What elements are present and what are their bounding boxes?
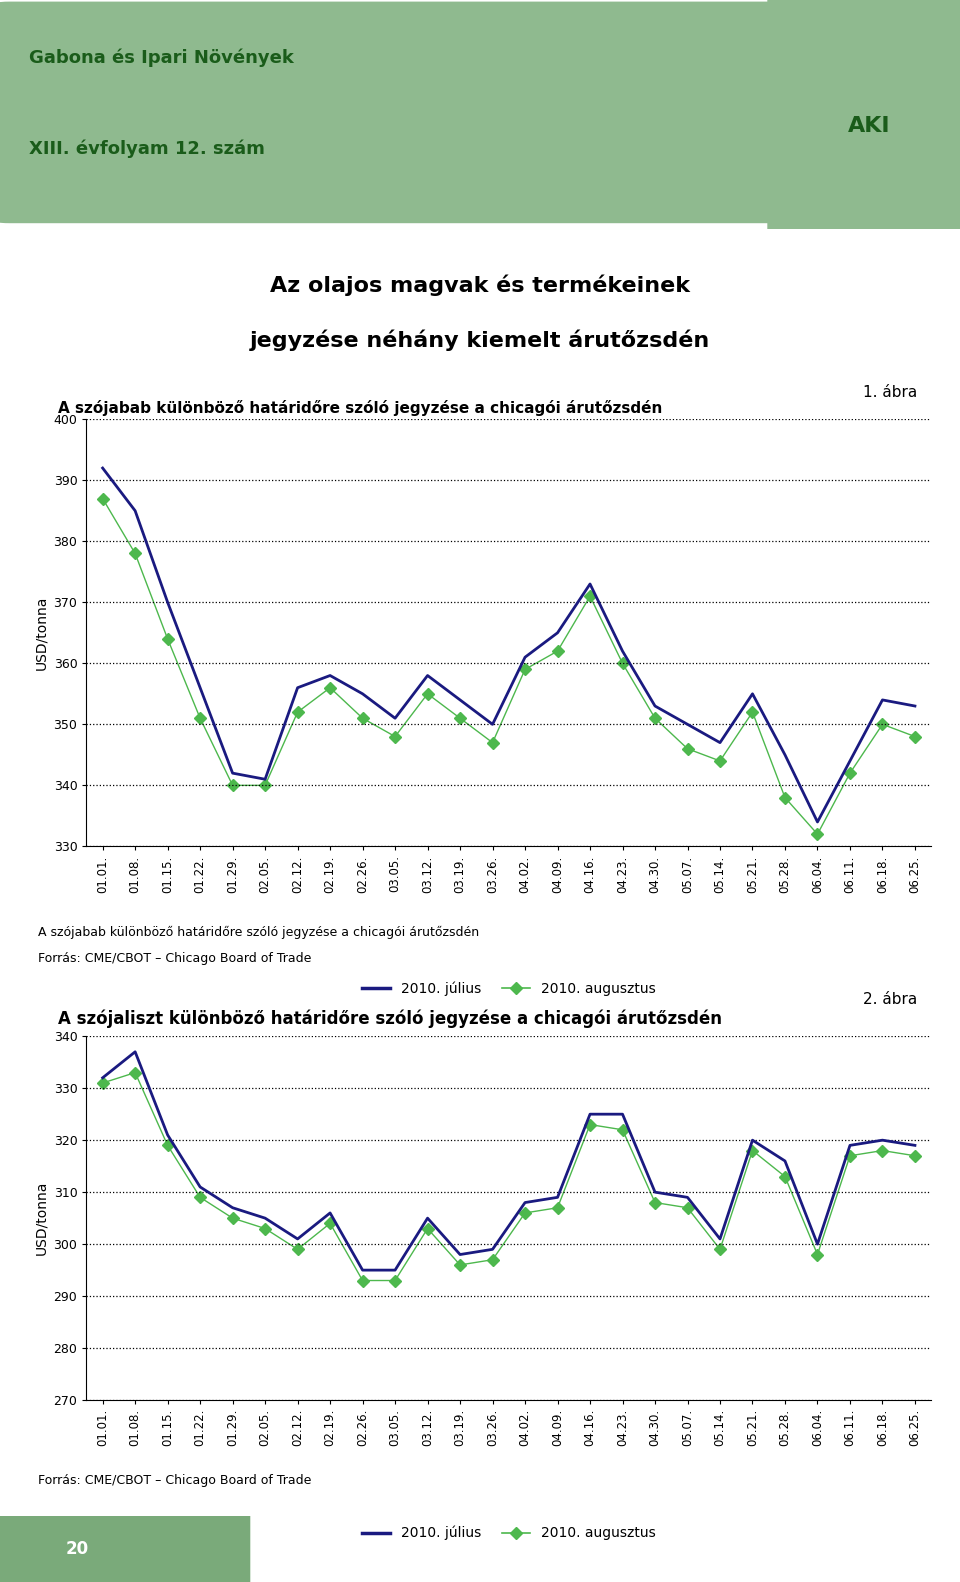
FancyBboxPatch shape <box>0 1516 250 1582</box>
Text: A szójaliszt különböző határidőre szóló jegyzése a chicagói árutőzsdén: A szójaliszt különböző határidőre szóló … <box>58 1009 722 1028</box>
Text: A szójabab különböző határidőre szóló jegyzése a chicagói árutőzsdén: A szójabab különböző határidőre szóló je… <box>58 400 662 416</box>
Legend: 2010. július, 2010. augusztus: 2010. július, 2010. augusztus <box>356 976 661 1001</box>
Y-axis label: USD/tonna: USD/tonna <box>34 1180 48 1256</box>
Text: Forrás: CME/CBOT – Chicago Board of Trade: Forrás: CME/CBOT – Chicago Board of Trad… <box>38 1474 312 1487</box>
Legend: 2010. július, 2010. augusztus: 2010. július, 2010. augusztus <box>356 1520 661 1546</box>
Text: 2. ábra: 2. ábra <box>862 992 917 1008</box>
Text: AKI: AKI <box>848 115 890 136</box>
Text: Forrás: CME/CBOT – Chicago Board of Trade: Forrás: CME/CBOT – Chicago Board of Trad… <box>38 952 312 965</box>
Text: XIII. évfolyam 12. szám: XIII. évfolyam 12. szám <box>29 139 265 158</box>
FancyBboxPatch shape <box>768 0 960 234</box>
Text: Az olajos magvak és termékeinek: Az olajos magvak és termékeinek <box>270 274 690 296</box>
Text: Gabona és Ipari Növények: Gabona és Ipari Növények <box>29 47 294 66</box>
Y-axis label: USD/tonna: USD/tonna <box>34 595 48 671</box>
FancyBboxPatch shape <box>0 2 864 223</box>
Text: 1. ábra: 1. ábra <box>862 384 917 400</box>
Text: jegyzése néhány kiemelt árutőzsdén: jegyzése néhány kiemelt árutőzsdén <box>250 329 710 351</box>
Text: A szójabab különböző határidőre szóló jegyzése a chicagói árutőzsdén: A szójabab különböző határidőre szóló je… <box>38 925 480 938</box>
Text: 20: 20 <box>65 1539 88 1558</box>
